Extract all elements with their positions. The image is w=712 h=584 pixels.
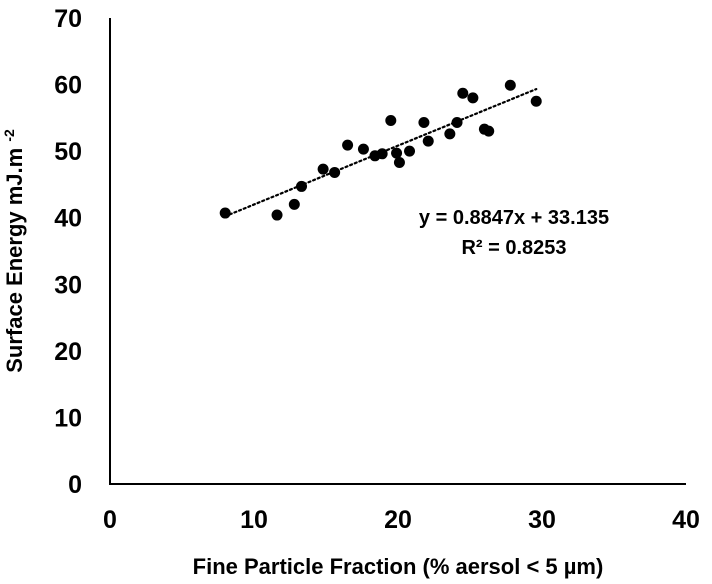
y-axis-title: Surface Energy mJ.m -2 bbox=[1, 129, 27, 373]
data-point bbox=[418, 117, 430, 129]
data-point bbox=[296, 180, 308, 192]
data-point bbox=[483, 125, 495, 137]
data-point bbox=[393, 156, 405, 168]
data-point bbox=[329, 166, 341, 178]
y-axis-title-main: Surface Energy mJ.m bbox=[2, 148, 27, 373]
data-point bbox=[451, 117, 463, 129]
x-tick-label: 10 bbox=[240, 506, 268, 534]
data-point bbox=[504, 79, 516, 91]
y-tick-label: 10 bbox=[54, 404, 82, 432]
y-tick-label: 30 bbox=[54, 271, 82, 299]
x-axis-title: Fine Particle Fraction (% aersol < 5 µm) bbox=[193, 554, 604, 579]
x-tick-label: 20 bbox=[384, 506, 412, 534]
data-point bbox=[219, 207, 231, 219]
y-tick-label: 40 bbox=[54, 205, 82, 233]
x-tick-label: 40 bbox=[672, 506, 700, 534]
y-tick-labels: 0 10 20 30 40 50 60 70 bbox=[54, 5, 82, 499]
y-tick-label: 70 bbox=[54, 5, 82, 33]
trendline-equation: y = 0.8847x + 33.135 bbox=[419, 207, 609, 229]
data-point bbox=[288, 198, 300, 210]
y-tick-label: 20 bbox=[54, 338, 82, 366]
y-tick-label: 0 bbox=[68, 471, 82, 499]
data-point bbox=[385, 115, 397, 127]
trendline-r-squared: R² = 0.8253 bbox=[461, 237, 566, 259]
data-point bbox=[467, 92, 479, 104]
y-tick-label: 60 bbox=[54, 72, 82, 100]
data-point bbox=[342, 139, 354, 151]
data-point bbox=[271, 209, 283, 221]
x-tick-label: 30 bbox=[528, 506, 556, 534]
data-points bbox=[219, 79, 542, 221]
x-tick-label: 0 bbox=[103, 506, 117, 534]
data-point bbox=[457, 87, 469, 99]
data-point bbox=[357, 143, 369, 155]
data-point bbox=[317, 163, 329, 175]
data-point bbox=[404, 145, 416, 157]
x-tick-labels: 0 10 20 30 40 bbox=[103, 506, 700, 534]
data-point bbox=[376, 148, 388, 160]
data-point bbox=[391, 147, 403, 159]
data-point bbox=[444, 128, 456, 140]
data-point bbox=[530, 95, 542, 107]
axes bbox=[109, 18, 686, 485]
y-tick-label: 50 bbox=[54, 138, 82, 166]
data-point bbox=[422, 135, 434, 147]
y-axis-title-superscript: -2 bbox=[1, 129, 17, 142]
